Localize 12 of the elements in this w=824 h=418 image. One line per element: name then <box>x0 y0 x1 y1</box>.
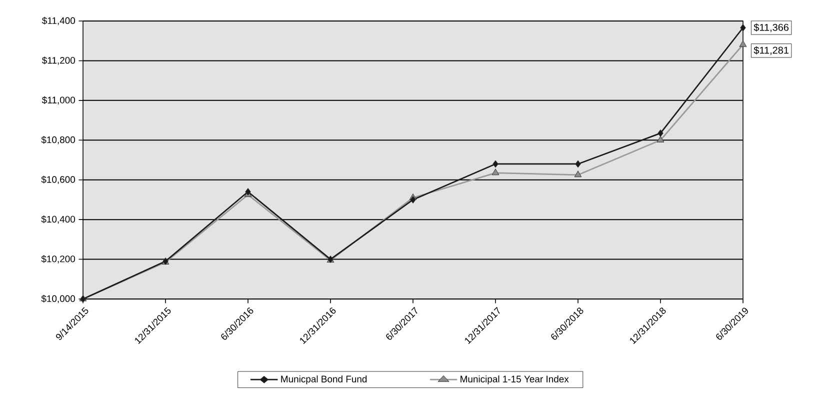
y-tick-label: $11,200 <box>42 56 76 65</box>
y-tick-label: $10,600 <box>41 176 76 184</box>
y-tick-label: $10,400 <box>41 215 76 224</box>
data-label: $11,366 <box>754 23 789 32</box>
y-tick-label: $10,800 <box>41 136 76 144</box>
y-tick-label: $10,200 <box>41 255 76 264</box>
y-tick-label: $10,000 <box>41 294 76 304</box>
legend-label: Municipal 1-15 Year Index <box>460 375 569 384</box>
legend-label: Municpal Bond Fund <box>281 375 367 384</box>
y-tick-label: $11,000 <box>42 96 76 105</box>
data-label: $11,281 <box>754 46 788 55</box>
y-tick-label: $11,400 <box>42 16 76 26</box>
